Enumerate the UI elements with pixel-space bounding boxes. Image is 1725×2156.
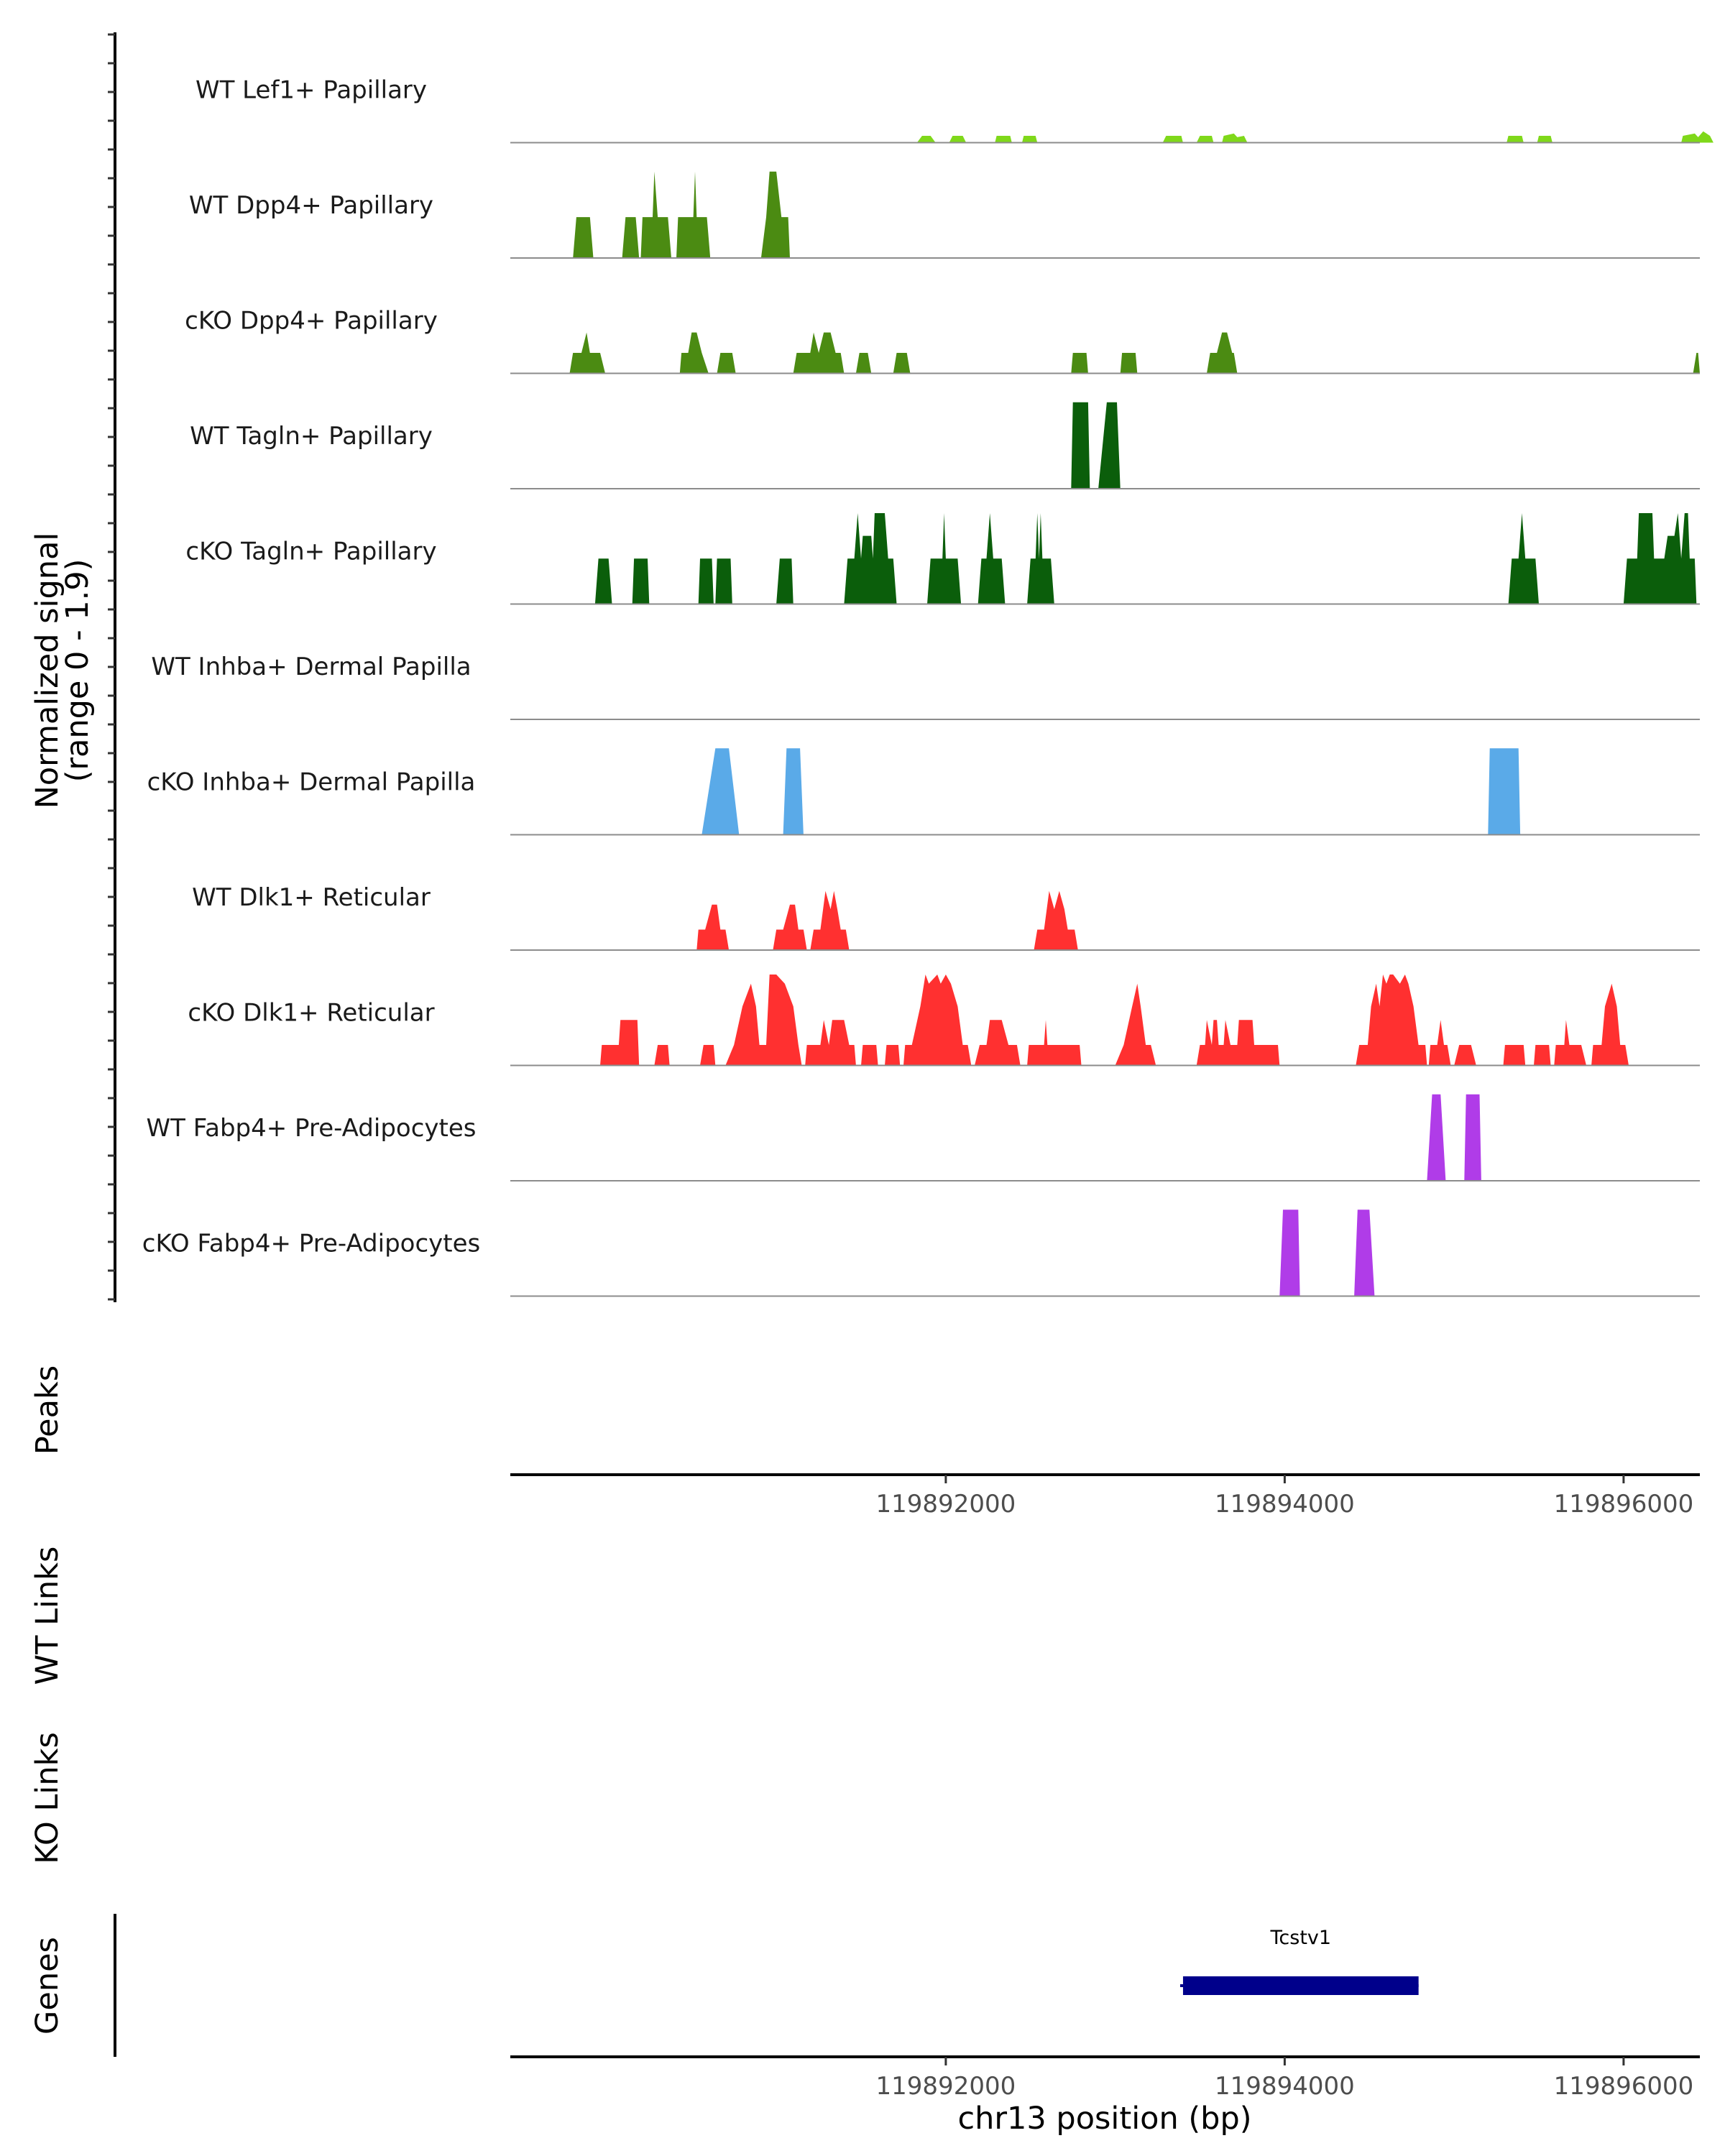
track-label: WT Dpp4+ Papillary (189, 191, 433, 220)
coverage-area (916, 131, 1714, 143)
track-10: WT Fabp4+ Pre-Adipocytes (147, 1094, 1700, 1181)
gene-label: Tcstv1 (1270, 1927, 1332, 1949)
signal-axis-ticks (108, 33, 115, 1301)
x-tick-label: 119894000 (1215, 1490, 1355, 1519)
coverage-tracks: WT Lef1+ Papillary WT Dpp4+ Papillary cKO … (142, 76, 1714, 1297)
track-label: WT Inhba+ Dermal Papilla (151, 653, 471, 681)
track-6: WT Inhba+ Dermal Papilla (151, 653, 1700, 720)
coverage-area (1279, 1210, 1375, 1296)
coverage-area (702, 748, 1521, 835)
track-label: cKO Dpp4+ Papillary (185, 307, 438, 336)
track-label: cKO Fabp4+ Pre-Adipocytes (142, 1230, 481, 1258)
x-axis-ticks-lower: 119892000 119894000 119896000 (876, 2057, 1694, 2101)
ko-links-panel-title: KO Links (29, 1732, 65, 1864)
track-label: WT Tagln+ Papillary (190, 422, 433, 451)
x-tick-label: 119896000 (1554, 2072, 1694, 2101)
track-4: WT Tagln+ Papillary (190, 402, 1700, 489)
coverage-area (696, 890, 1078, 950)
track-9: cKO Dlk1+ Reticular (188, 975, 1700, 1067)
signal-axis-title-line-1: Normalized signal (29, 533, 65, 809)
track-11: cKO Fabp4+ Pre-Adipocytes (142, 1210, 1700, 1297)
track-label: WT Fabp4+ Pre-Adipocytes (147, 1114, 477, 1143)
genes-panel-title: Genes (29, 1937, 65, 2035)
x-axis-ticks-upper: 119892000 119894000 119896000 (876, 1475, 1694, 1519)
track-label: cKO Tagln+ Papillary (185, 538, 436, 566)
track-label: cKO Dlk1+ Reticular (188, 999, 434, 1028)
x-tick-label: 119896000 (1554, 1490, 1694, 1519)
track-2: WT Dpp4+ Papillary (189, 171, 1700, 259)
track-label: WT Dlk1+ Reticular (192, 883, 431, 912)
coverage-area (1071, 402, 1121, 489)
track-7: cKO Inhba+ Dermal Papilla (147, 748, 1700, 836)
track-label: WT Lef1+ Papillary (196, 76, 427, 105)
track-5: cKO Tagln+ Papillary (185, 513, 1700, 605)
coverage-area (573, 171, 790, 258)
track-1: WT Lef1+ Papillary (196, 76, 1714, 144)
coverage-area (594, 513, 1697, 604)
coverage-area (1427, 1094, 1481, 1181)
track-3: cKO Dpp4+ Papillary (185, 307, 1700, 374)
wt-links-panel-title: WT Links (29, 1547, 65, 1685)
x-tick-label: 119894000 (1215, 2072, 1355, 2101)
track-label: cKO Inhba+ Dermal Papilla (147, 768, 476, 797)
peaks-panel-title: Peaks (29, 1365, 65, 1455)
track-8: WT Dlk1+ Reticular (192, 883, 1700, 951)
coverage-area (600, 975, 1629, 1066)
gene-annotations: Tcstv1 (1179, 1927, 1419, 1995)
x-axis-title: chr13 position (bp) (957, 2101, 1251, 2137)
x-tick-label: 119892000 (876, 1490, 1016, 1519)
signal-axis-title-line-2: (range 0 - 1.9) (60, 559, 96, 783)
x-tick-label: 119892000 (876, 2072, 1016, 2101)
coverage-area (569, 332, 1700, 374)
